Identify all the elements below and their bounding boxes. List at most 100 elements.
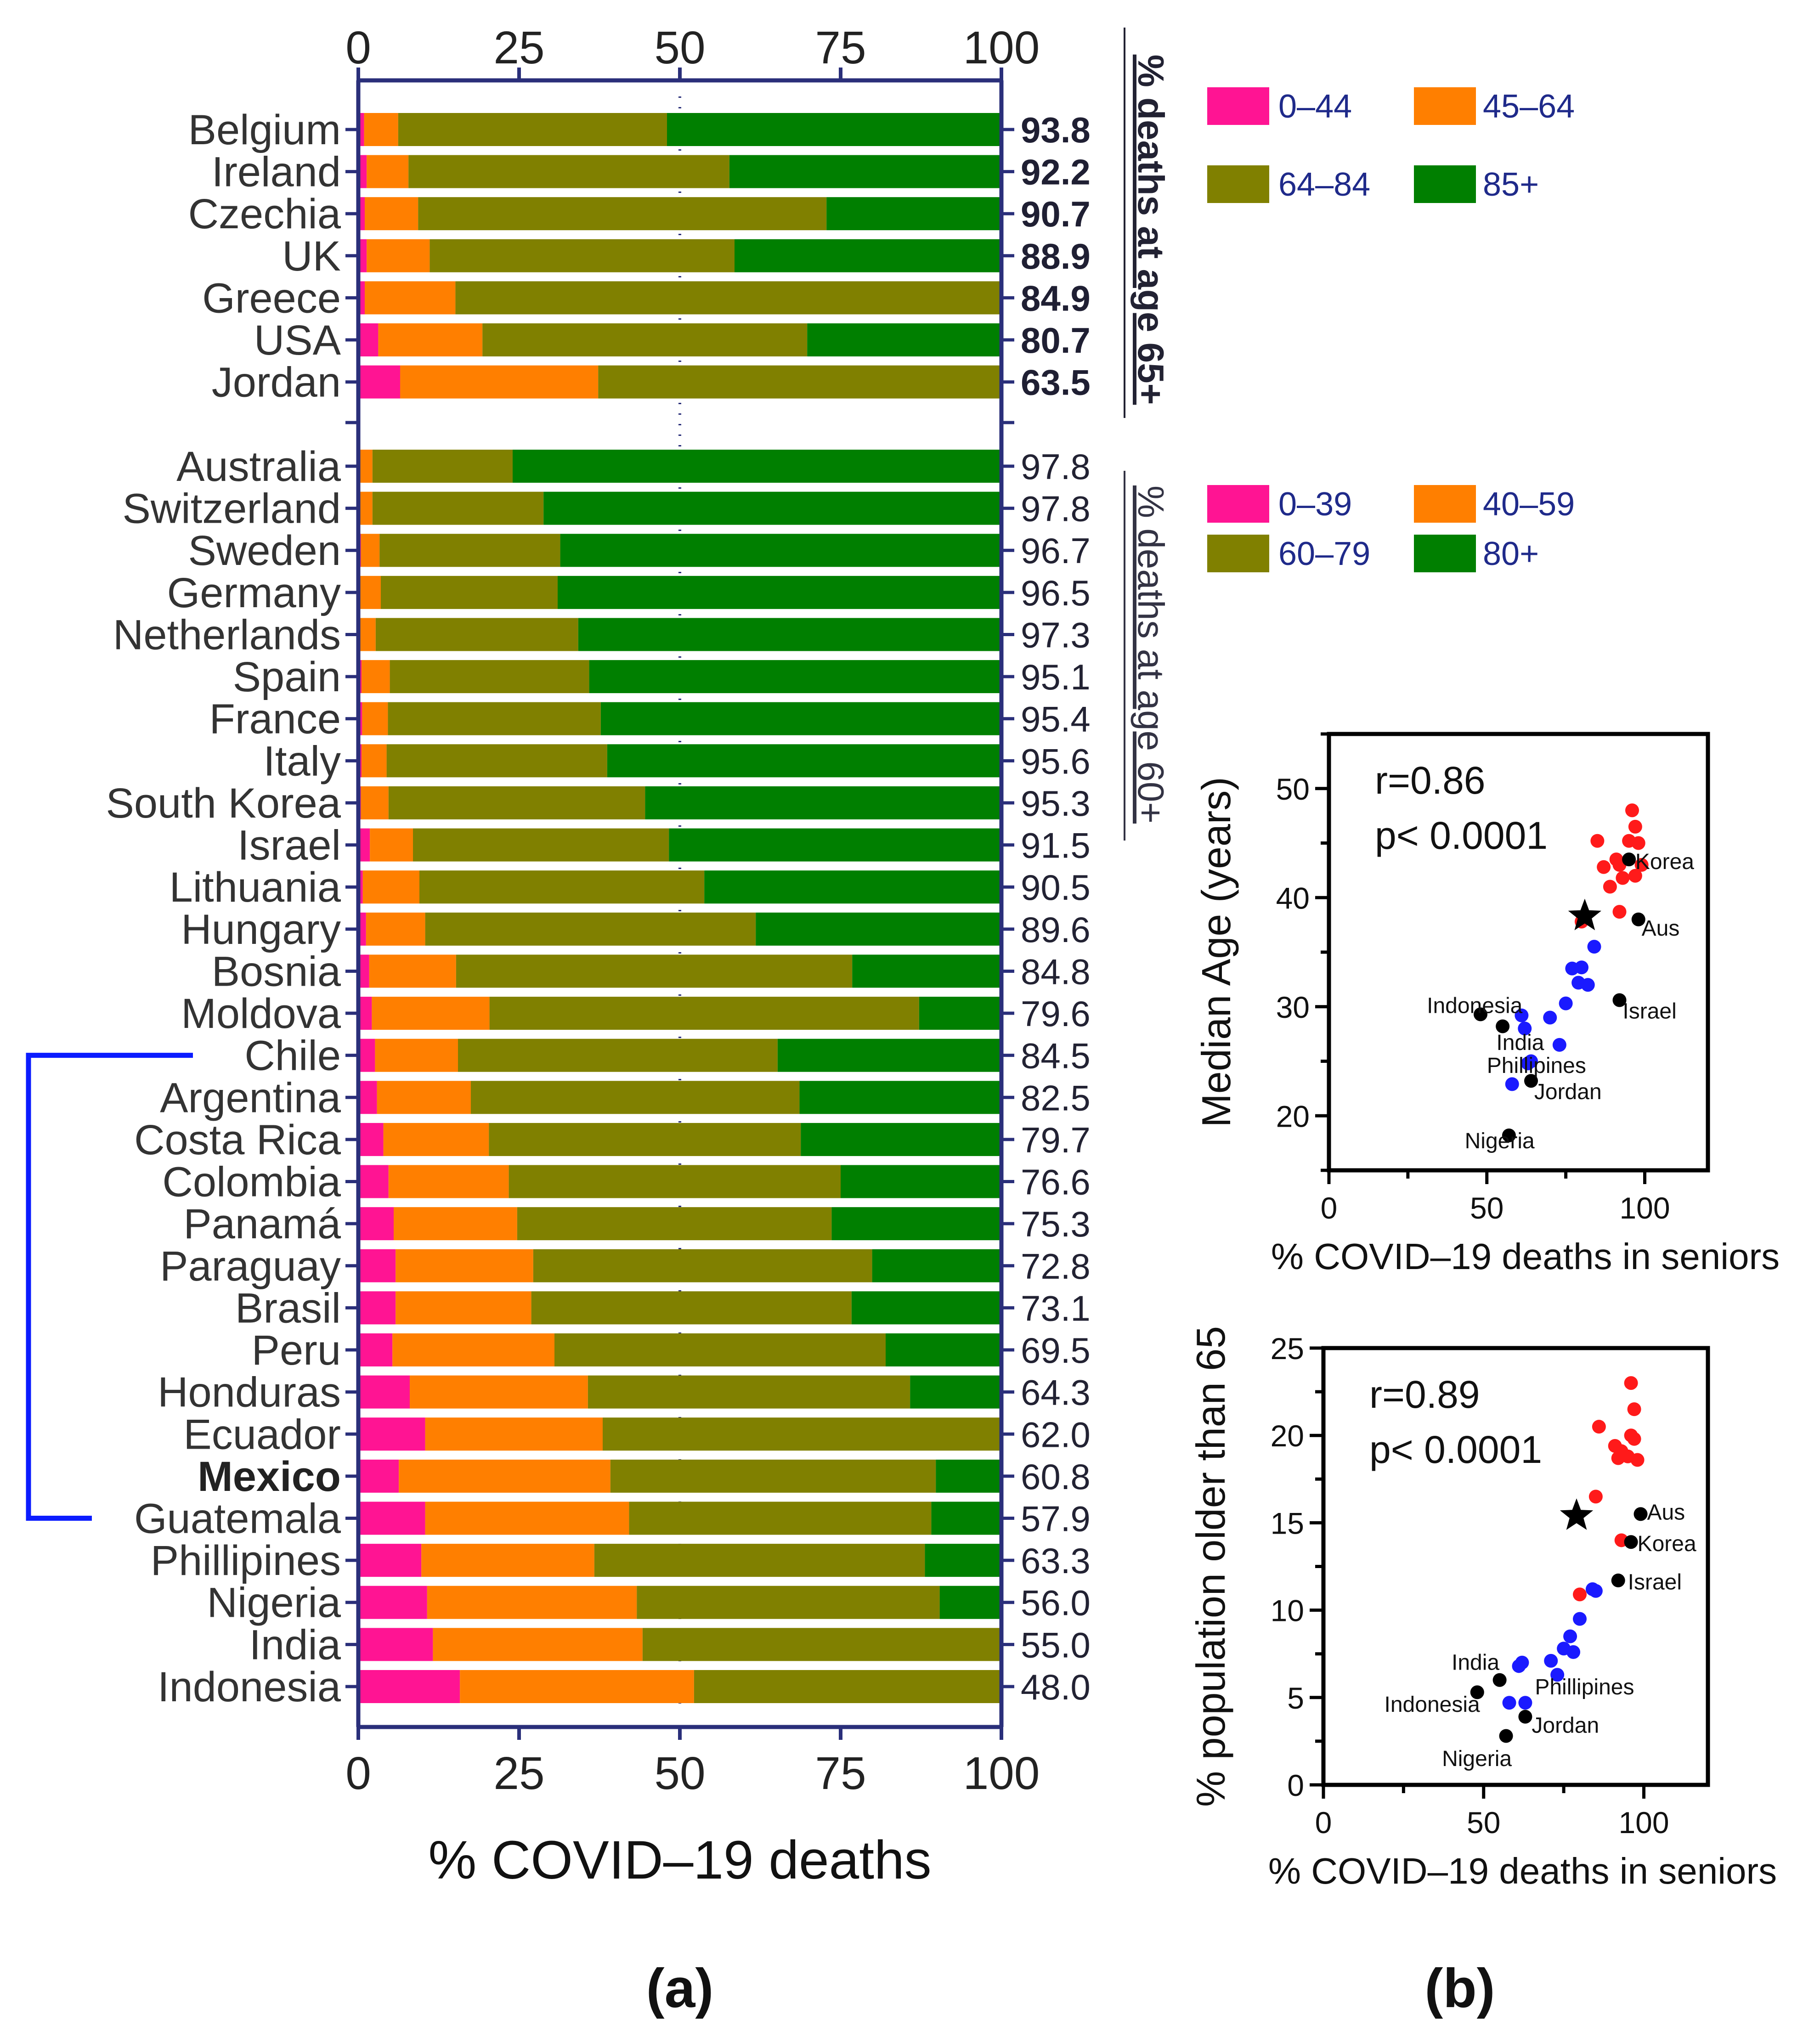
senior-pct-label: 95.1 [1021,657,1091,697]
bar-segment [600,702,1001,735]
bar-segment [400,365,599,399]
country-label: Bosnia [212,948,341,995]
bar-segment [383,1123,489,1156]
bar-segment [729,155,1001,188]
bar-segment [460,1670,694,1703]
bar-segment [366,912,425,946]
black-point [1496,1019,1510,1033]
y-tick-label: 15 [1271,1506,1304,1540]
legend-swatch [1207,165,1269,203]
bar-segment [756,912,1001,946]
bar-segment [852,954,1001,988]
bar-segment [399,1459,610,1493]
red-point [1630,1453,1645,1467]
country-label: Belgium [188,107,341,153]
bar-segment [379,534,560,567]
point-annotation: Israel [1628,1570,1682,1595]
y-axis-title: % population older than 65 [1188,1326,1233,1807]
bar-segment [358,1375,410,1409]
point-annotation: Aus [1642,916,1680,941]
x-tick-label-top: 0 [345,22,371,73]
senior-pct-label: 79.6 [1021,993,1091,1034]
blue-point [1515,1008,1529,1022]
bar-segment [358,239,367,272]
bar-segment [517,1207,832,1241]
bar-segment [489,997,919,1030]
senior-pct-label: 60.8 [1021,1456,1091,1497]
x-tick-label: 100 [1618,1806,1669,1840]
bar-segment [386,744,607,778]
bar-segment [533,1249,872,1282]
bar-segment [364,113,398,146]
y-tick-label: 20 [1271,1419,1304,1453]
country-label: Guatemala [134,1496,341,1542]
x-axis-title: % COVID–19 deaths in seniors [1268,1851,1777,1891]
bar-segment [358,954,369,988]
black-point [1474,1007,1487,1022]
x-tick-label-top: 25 [493,22,544,73]
bar-segment [392,1333,554,1367]
senior-pct-label: 95.6 [1021,741,1091,781]
country-label: Czechia [188,191,341,237]
senior-pct-label: 90.5 [1021,867,1091,908]
bar-segment [362,870,419,904]
bar-segment [418,197,827,231]
blue-point [1563,1629,1577,1643]
senior-pct-label: 88.9 [1021,236,1091,277]
latin-america-bracket [26,1053,193,1521]
x-tick-label-top: 50 [654,22,705,73]
bar-segment [358,997,372,1030]
bar-segment [361,534,380,567]
senior-pct-label: 80.7 [1021,320,1091,361]
red-point [1590,834,1605,848]
blue-point [1566,1645,1581,1659]
black-point [1492,1673,1507,1687]
x-tick-label-top: 100 [963,22,1040,73]
senior-pct-label: 57.9 [1021,1499,1091,1539]
country-label: Germany [167,570,341,616]
y-tick-label: 20 [1276,1099,1310,1133]
bar-segment [543,491,1001,525]
country-label: UK [282,233,341,280]
y-tick-label: 10 [1271,1594,1304,1628]
bar-segment [375,618,578,651]
y-axis-title: Median Age (years) [1193,777,1239,1127]
bar-segment [381,576,558,609]
country-label: Italy [263,738,341,784]
bar-segment [433,1628,643,1661]
bar-segment [807,323,1001,356]
bar-segment [841,1165,1001,1198]
senior-pct-label: 72.8 [1021,1246,1091,1287]
bar-segment [408,155,729,188]
senior-pct-label: 90.7 [1021,194,1091,234]
bar-segment [637,1586,940,1619]
bar-segment [362,660,390,694]
red-point [1628,869,1642,883]
bar-segment [359,450,373,483]
red-point [1625,803,1639,818]
bar-segment [430,239,735,272]
bar-segment [358,1081,377,1114]
bar-segment [642,1628,1001,1661]
blue-point [1502,1696,1516,1710]
red-point [1624,1376,1638,1390]
bar-segment [509,1165,841,1198]
bar-segment [367,239,430,272]
point-annotation: Israel [1622,999,1676,1023]
stat-label: r=0.86 [1375,759,1486,802]
bar-segment [372,491,544,525]
senior-pct-label: 56.0 [1021,1583,1091,1623]
country-label: Israel [237,822,341,869]
blue-point [1550,1668,1565,1682]
red-point [1628,819,1642,834]
x-tick-label: 0 [1315,1806,1332,1840]
bar-segment [398,113,667,146]
x-tick-label-bottom: 0 [345,1748,371,1799]
bar-segment [388,1165,509,1198]
point-annotation: Korea [1638,1532,1696,1556]
bar-segment [578,618,1001,651]
stat-label: r=0.89 [1369,1373,1480,1416]
red-point [1592,1420,1606,1434]
senior-pct-label: 62.0 [1021,1414,1091,1455]
